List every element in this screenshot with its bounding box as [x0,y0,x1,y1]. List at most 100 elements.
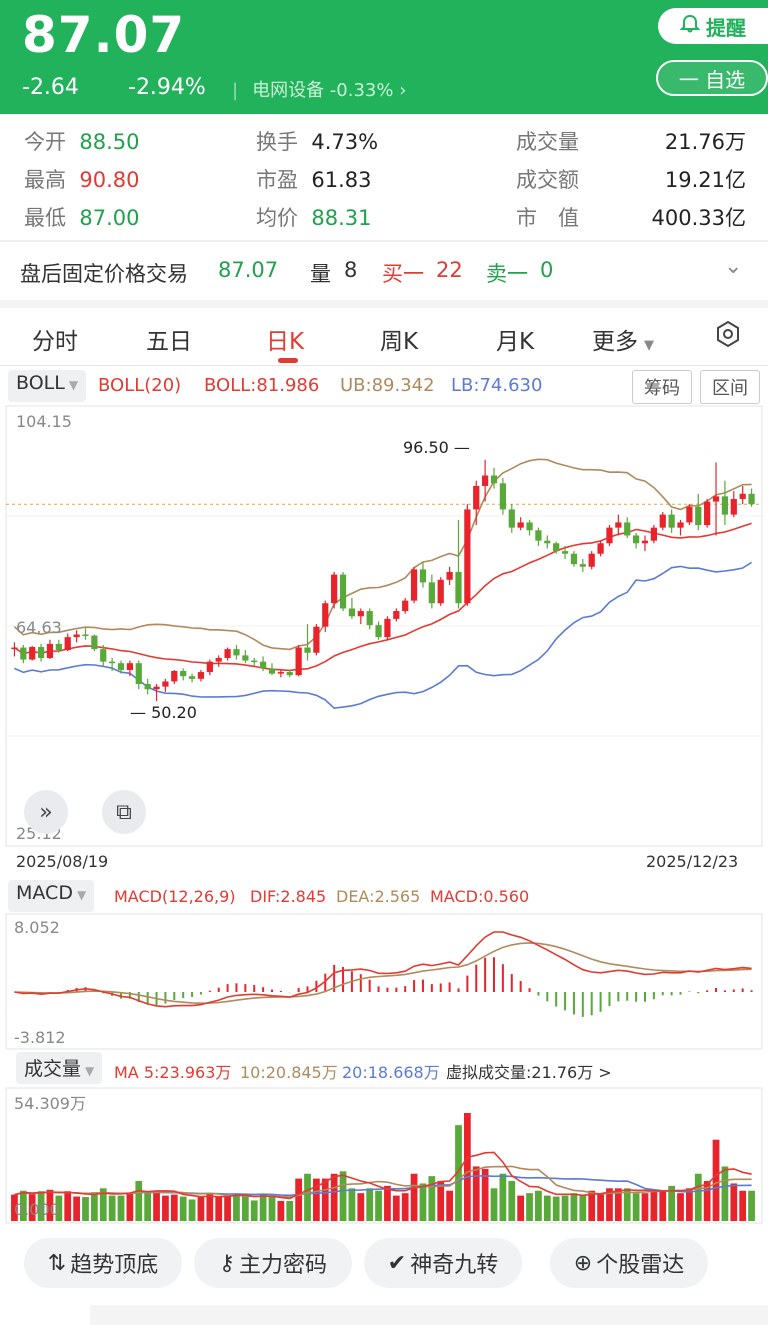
candle-body [277,672,284,674]
after-hours-row[interactable]: 盘后固定价格交易 87.07 量 8 买一 22 卖一 0 ⌄ [0,244,768,300]
volume-bar [108,1195,116,1221]
volume-bar [428,1176,436,1221]
boll-lb-line [14,561,753,710]
high-marker: 96.50 — [403,438,470,457]
volume-bar [677,1193,684,1221]
candle-body [624,522,631,536]
magic-nine-button[interactable]: ✔ 神奇九转 [364,1238,522,1288]
date-start: 2025/08/19 [16,852,109,871]
radar-icon: ⊕ [573,1250,593,1276]
volume-bar [241,1195,249,1221]
chip-button[interactable]: 筹码 [632,370,692,404]
candle-body [215,657,222,662]
volume-bar [135,1181,143,1221]
candle-body [29,647,36,660]
candle-body [259,661,267,669]
stat-pe: 市盈 61.83 [256,168,372,192]
add-watchlist-button[interactable]: 一 自选 [656,60,768,96]
volume-chart [5,1087,763,1224]
tab-five-day[interactable]: 五日 [146,329,192,355]
volume-bar [268,1196,276,1221]
candle-body [55,643,62,651]
tab-more[interactable]: 更多 ▼ [592,322,654,356]
macd-dropdown[interactable]: MACD ▼ [8,880,95,912]
volume-bar [90,1192,98,1221]
volume-bar [481,1168,489,1221]
candle-body [126,663,134,670]
stat-amount: 成交额 19.21亿 [516,168,746,192]
candle-body [677,522,684,528]
candle-body [73,634,80,638]
volume-bar [641,1193,649,1221]
candle-body [561,551,569,554]
candle-body [428,582,435,604]
kline-chart[interactable] [0,405,768,847]
stat-avg: 均价 88.31 [256,206,372,230]
settings-icon[interactable] [714,320,742,354]
candle-body [615,522,622,528]
tab-daily-k[interactable]: 日K [266,329,305,355]
macd-dif: DIF:2.845 [250,887,327,906]
candle-body [508,509,515,528]
stock-radar-button[interactable]: ⊕ 个股雷达 [550,1238,708,1288]
tab-intraday[interactable]: 分时 [32,329,78,355]
after-hours-label: 盘后固定价格交易 [20,262,188,286]
y-axis-top: 104.15 [16,412,72,431]
volume-bar [144,1193,152,1221]
candle-body [117,663,125,670]
remind-button[interactable]: 提醒 [658,8,768,44]
sector-link[interactable]: | 电网设备 -0.33% › [232,76,406,102]
volume-bar [437,1181,445,1221]
volume-bar [535,1190,542,1221]
candle-body [322,603,329,627]
candle-body [384,618,391,638]
macd-legend: MACD ▼ MACD(12,26,9) DIF:2.845 DEA:2.565 … [0,880,768,916]
volume-bar [392,1195,400,1221]
volume-bar [721,1166,729,1221]
candle-body [206,661,213,673]
candle-body [251,660,258,663]
chevron-down-icon[interactable]: ⌄ [724,254,743,279]
high-marker-label: 96.50 [403,438,449,457]
caret-down-icon: ▼ [644,338,654,353]
range-button[interactable]: 区间 [700,370,760,404]
candle-body [402,600,409,612]
dea-line [14,942,752,1005]
tab-weekly-k[interactable]: 周K [380,329,419,355]
candle-body [339,574,347,609]
period-tabs: 分时 五日 日K 周K 月K 更多 ▼ [0,308,768,366]
tab-monthly-k[interactable]: 月K [496,329,535,355]
fullscreen-icon[interactable]: ⧉ [102,790,146,834]
candle-body [180,671,187,677]
candle-body [712,496,720,502]
volume-bar [206,1193,214,1221]
volume-bar [499,1173,507,1221]
volume-bar [668,1185,676,1221]
stat-high: 最高 90.80 [24,168,140,192]
expand-icon[interactable]: » [24,790,68,834]
volume-dropdown[interactable]: 成交量 ▼ [16,1052,103,1084]
volume-bar [419,1183,427,1221]
candle-body [410,569,418,601]
low-marker: — 50.20 [130,703,197,722]
main-force-button[interactable]: ⚷ 主力密码 [194,1238,352,1288]
price-change-pct: -2.94% [128,75,206,100]
vol-ma5-line [14,1151,752,1200]
candle-body [704,501,711,526]
candle-body [526,522,533,531]
volume-bar [606,1188,613,1221]
indicator-dropdown[interactable]: BOLL ▼ [8,370,87,402]
candle-body [313,626,320,653]
volume-bar [597,1193,604,1221]
macd-value: MACD:0.560 [430,887,530,906]
vol-y-top: 54.309万 [14,1094,86,1113]
virtual-volume-link[interactable]: 虚拟成交量:21.76万 > [446,1063,612,1082]
after-hours-vol-label: 量 [310,262,331,286]
last-price: 87.07 [22,6,186,64]
trend-top-bottom-button[interactable]: ⇅ 趋势顶底 [24,1238,182,1288]
candle-body [553,543,560,552]
divider: | [232,80,239,101]
main-force-label: 主力密码 [239,1253,328,1278]
tool-bar: ⇅ 趋势顶底 ⚷ 主力密码 ✔ 神奇九转 ⊕ 个股雷达 [0,1228,768,1298]
candle-body [455,571,462,604]
